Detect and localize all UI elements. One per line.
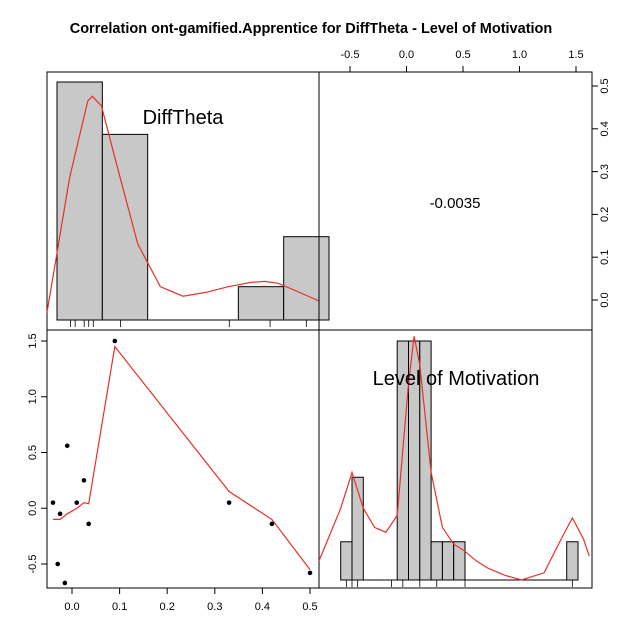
histogram-bar bbox=[351, 476, 364, 581]
correlation-value: -0.0035 bbox=[430, 195, 481, 212]
histogram-panel-difftheta: DiffTheta bbox=[46, 71, 330, 331]
right-axis-tick-label: 0.3 bbox=[599, 164, 611, 179]
density-curve bbox=[318, 336, 590, 581]
top-axis-tick-label: 1.5 bbox=[568, 49, 583, 61]
histogram-bar bbox=[340, 541, 353, 581]
scatter-point bbox=[74, 500, 80, 505]
right-axis-tick-label: 0.5 bbox=[599, 78, 611, 93]
right-axis-tick-label: 0.2 bbox=[599, 207, 611, 222]
scatter-point bbox=[226, 500, 232, 505]
top-axis-tick-label: 0.0 bbox=[399, 49, 414, 61]
left-axis-tick-label: 0.0 bbox=[27, 501, 39, 516]
left-axis-tick-label: 1.0 bbox=[27, 389, 39, 404]
histogram-bar bbox=[283, 236, 330, 321]
histogram-bar bbox=[441, 541, 455, 581]
correlation-panel: -0.0035 -0.5 0.0 0.5 1.0 1.5 0.0 0.1 0.2 0.3 0.4… bbox=[318, 49, 611, 331]
scatter-point bbox=[307, 570, 313, 576]
histogram-bar bbox=[56, 81, 103, 321]
histogram-bar bbox=[419, 340, 432, 581]
variable-label-difftheta: DiffTheta bbox=[143, 107, 225, 129]
scatter-point bbox=[57, 511, 63, 517]
left-axis-tick-label: 1.5 bbox=[27, 333, 39, 348]
right-axis-tick-label: 0.0 bbox=[599, 292, 611, 307]
scatter-point bbox=[55, 561, 61, 567]
bottom-axis-tick-label: 0.2 bbox=[160, 601, 175, 613]
left-axis-tick-label: -0.5 bbox=[27, 555, 39, 574]
scatter-point bbox=[269, 521, 275, 527]
left-axis-tick-label: 0.5 bbox=[27, 445, 39, 460]
histogram-bar bbox=[430, 541, 443, 581]
top-axis-tick-label: 1.0 bbox=[512, 49, 527, 61]
scatter-point bbox=[81, 478, 87, 483]
bottom-axis-tick-label: 0.5 bbox=[302, 601, 317, 613]
chart-title: Correlation ont-gamified.Apprentice for … bbox=[70, 21, 553, 37]
histogram-bar bbox=[237, 286, 285, 321]
histogram-bar bbox=[101, 133, 149, 321]
variable-label-level-of-motivation: Level of Motivation bbox=[373, 368, 540, 390]
histogram-panel-level-of-motivation: Level of Motivation bbox=[318, 329, 593, 589]
right-axis-tick-label: 0.4 bbox=[599, 121, 611, 136]
density-curve bbox=[46, 95, 320, 313]
scatter-point bbox=[64, 443, 70, 449]
loess-smooth-line bbox=[53, 345, 311, 570]
scatter-point bbox=[86, 521, 91, 527]
top-axis-tick-label: -0.5 bbox=[341, 49, 360, 61]
bottom-axis-tick-label: 0.4 bbox=[255, 601, 270, 613]
scatter-point bbox=[112, 338, 118, 344]
bottom-axis-tick-label: 0.1 bbox=[112, 601, 127, 613]
histogram-bar bbox=[566, 541, 579, 581]
bottom-axis-tick-label: 0.0 bbox=[64, 601, 79, 613]
panel-frame bbox=[46, 329, 320, 589]
histogram-bar bbox=[453, 541, 466, 581]
scatter-point bbox=[62, 580, 68, 586]
scatter-point bbox=[50, 500, 56, 505]
panel-frame bbox=[318, 329, 593, 589]
right-axis-tick-label: 0.1 bbox=[599, 250, 611, 265]
scatter-panel: 0.0 0.1 0.2 0.3 0.4 0.5 -0.5 0.0 0.5 1.0 1.5 bbox=[27, 329, 320, 613]
bottom-axis-tick-label: 0.3 bbox=[207, 601, 222, 613]
top-axis-tick-label: 0.5 bbox=[455, 49, 470, 61]
